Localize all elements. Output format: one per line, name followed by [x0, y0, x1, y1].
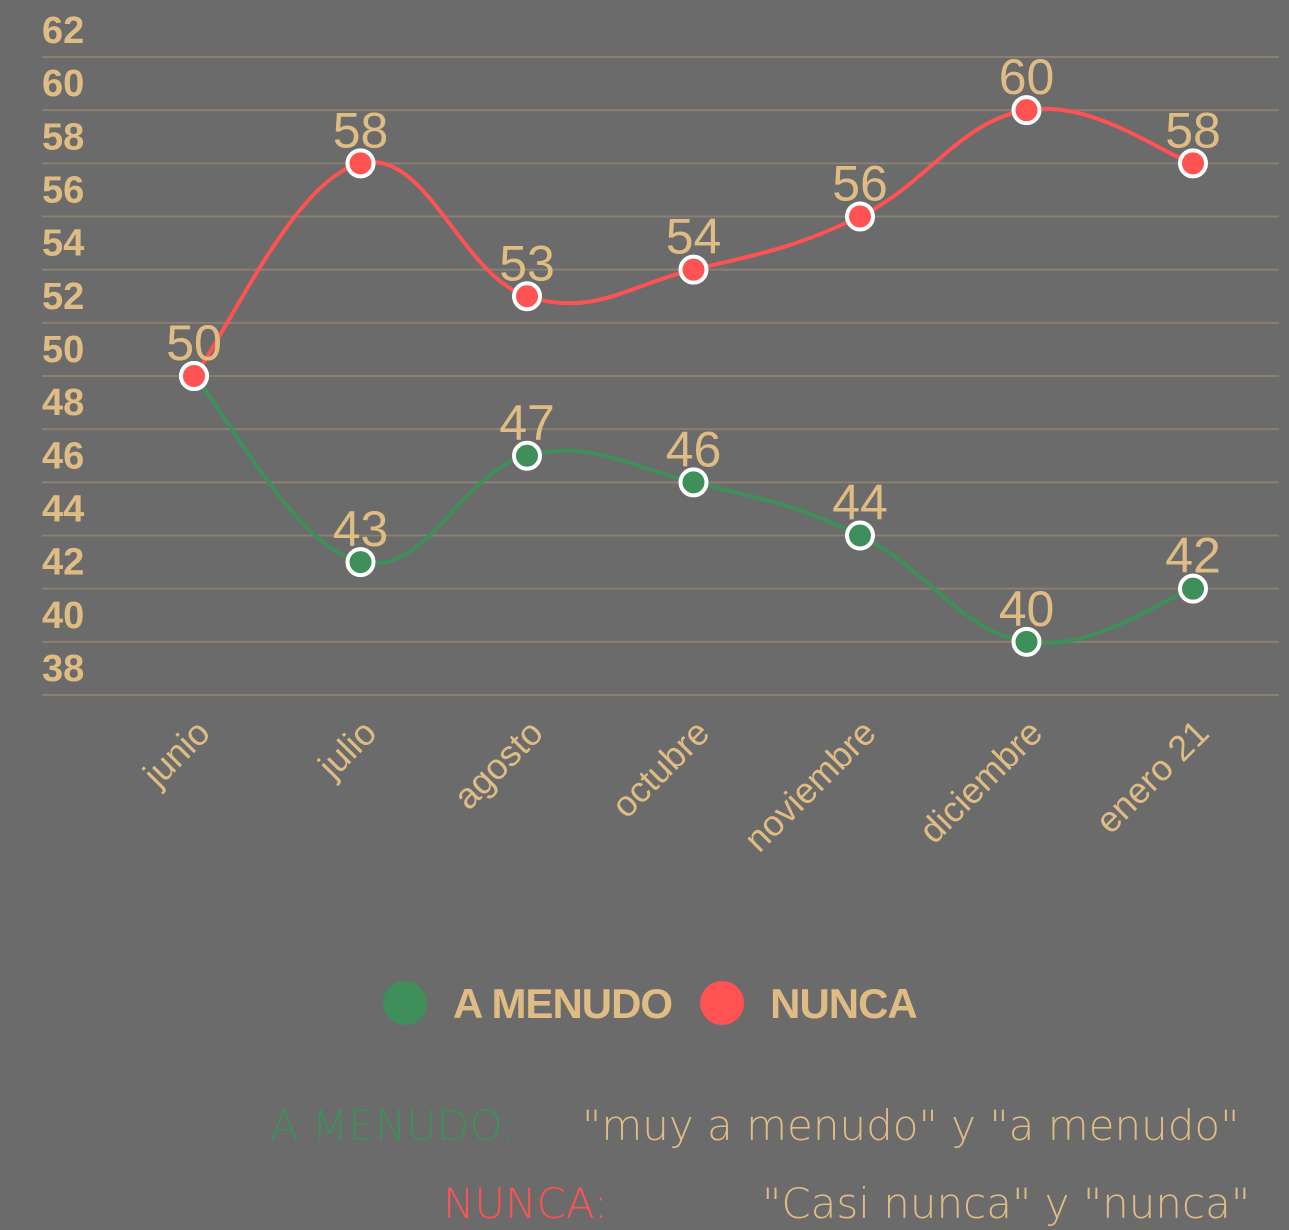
point [1011, 626, 1042, 657]
y-tick-label: 56 [42, 170, 84, 212]
point [845, 201, 875, 232]
legend-label: NUNCA [770, 980, 917, 1027]
x-tick-label: agosto [445, 712, 550, 817]
y-tick-label: 60 [42, 63, 84, 105]
data-label: 58 [1165, 102, 1221, 158]
point [678, 467, 709, 498]
y-tick-label: 58 [42, 116, 84, 158]
data-label: 54 [666, 209, 722, 265]
data-label: 58 [333, 102, 389, 158]
point [179, 361, 209, 391]
y-tick-label: 46 [42, 435, 84, 477]
point [512, 281, 542, 312]
point [345, 547, 376, 578]
y-tick-label: 38 [42, 648, 84, 690]
data-label: 44 [832, 475, 888, 531]
y-tick-label: 40 [42, 595, 84, 637]
note-text: "muy a menudo" y "a menudo" [582, 1101, 1239, 1150]
x-tick-label: noviembre [736, 712, 884, 860]
data-label: 60 [999, 49, 1055, 105]
note-term: A MENUDO: [270, 1101, 516, 1150]
point [678, 254, 709, 285]
data-label: 43 [333, 501, 389, 557]
note-text: "Casi nunca" y "nunca" [762, 1179, 1250, 1228]
legend-marker [700, 981, 745, 1025]
x-tick-label: enero 21 [1087, 712, 1216, 841]
y-tick-label: 50 [42, 329, 84, 371]
y-tick-label: 48 [42, 382, 84, 424]
point [1011, 95, 1042, 126]
legend-marker [383, 981, 427, 1025]
legend-label: A MENUDO [453, 980, 672, 1027]
note-term: NUNCA: [443, 1179, 608, 1228]
point [1178, 148, 1208, 179]
x-tick-label: diciembre [911, 712, 1050, 851]
x-tick-label: julio [309, 712, 384, 787]
data-label: 53 [499, 235, 555, 291]
x-tick-label: junio [134, 712, 217, 795]
data-label: 50 [166, 315, 222, 371]
y-tick-label: 54 [42, 223, 84, 265]
data-label: 40 [999, 581, 1055, 637]
point [345, 148, 376, 179]
data-label: 47 [499, 395, 555, 451]
y-tick-label: 42 [42, 542, 84, 584]
y-tick-label: 52 [42, 276, 84, 318]
data-label: 46 [666, 421, 722, 477]
data-label: 42 [1165, 528, 1221, 584]
point [1178, 573, 1208, 604]
data-label: 56 [832, 156, 888, 212]
point [845, 520, 875, 551]
y-tick-label: 62 [42, 10, 84, 52]
x-tick-label: octubre [603, 712, 717, 826]
y-tick-label: 44 [42, 489, 84, 531]
point [512, 440, 542, 471]
